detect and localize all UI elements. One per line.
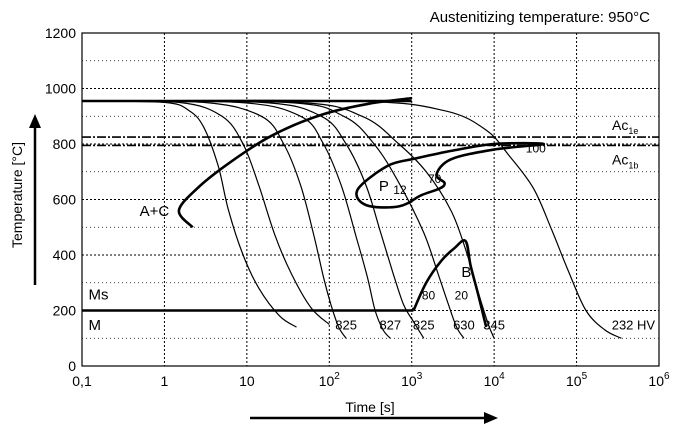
region-labels: A+C P B M Ms 12 70 100 80 20	[89, 141, 547, 334]
ac-label: Ac1e	[612, 117, 638, 136]
phase-boundaries	[177, 96, 546, 328]
region-label: M	[89, 317, 102, 334]
x-tick-label: 105	[566, 371, 588, 389]
y-tick-label: 0	[68, 358, 76, 374]
phase-percentage: 70	[428, 172, 442, 186]
x-tick-label: 103	[401, 371, 423, 389]
y-tick-label: 800	[53, 136, 77, 152]
phase-percentage: 100	[526, 141, 546, 155]
x-tick-label: 106	[648, 371, 670, 389]
hardness-label: 630	[453, 317, 475, 332]
region-label: P	[379, 178, 389, 195]
x-tick-label: 10	[239, 373, 255, 389]
hardness-label: 827	[379, 317, 401, 332]
boundary-carbide-start	[177, 96, 412, 229]
axis-ticks: 0 200 400 600 800 1000 1200 0,1 1 10 102 103 104 105 1…	[45, 25, 670, 389]
hardness-label: 825	[335, 317, 357, 332]
cooling-curve	[81, 100, 495, 339]
x-axis-label: Time [s]	[345, 399, 394, 415]
reference-lines: Ac1e Ac1b	[82, 117, 659, 312]
x-axis-arrow	[250, 412, 498, 424]
cooling-curve	[81, 100, 297, 328]
phase-percentage: 20	[455, 288, 469, 302]
ac-label: Ac1b	[612, 151, 638, 170]
region-label: A+C	[140, 203, 170, 220]
y-tick-label: 200	[53, 303, 77, 319]
y-tick-label: 1000	[45, 81, 76, 97]
x-tick-label: 104	[484, 371, 506, 389]
chart-title: Austenitizing temperature: 950°C	[430, 9, 650, 26]
y-tick-label: 1200	[45, 25, 76, 41]
phase-percentage: 12	[393, 183, 407, 197]
hardness-label: 345	[483, 317, 505, 332]
y-axis-label: Temperature [°C]	[9, 142, 25, 248]
x-tick-label: 102	[319, 371, 341, 389]
region-label: B	[461, 264, 471, 281]
cooling-curve	[81, 100, 330, 325]
x-tick-label: 1	[161, 373, 169, 389]
cooling-curve	[81, 100, 347, 339]
region-label: Ms	[89, 286, 109, 303]
x-tick-label: 0,1	[72, 373, 92, 389]
y-tick-label: 400	[53, 247, 77, 263]
boundary-bainite	[412, 239, 488, 328]
hardness-label: 825	[413, 317, 435, 332]
y-tick-label: 600	[53, 192, 77, 208]
boundary-pearlite	[355, 141, 546, 209]
cooling-curves: 825 827 825 630 345 232 HV	[81, 99, 656, 339]
cooling-curve	[81, 100, 391, 339]
cooling-curve	[81, 100, 425, 339]
hardness-label: 232 HV	[612, 317, 656, 332]
y-axis-arrow	[29, 114, 41, 285]
phase-percentage: 80	[422, 288, 436, 302]
